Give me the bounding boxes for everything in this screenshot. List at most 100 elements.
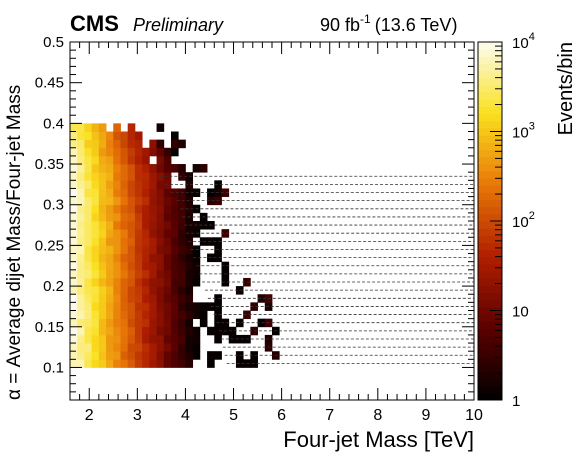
heatmap-cell bbox=[127, 245, 136, 254]
heatmap-cell bbox=[77, 334, 85, 344]
heatmap-cell bbox=[127, 131, 136, 141]
heatmap-cell bbox=[149, 188, 157, 197]
heatmap-cell bbox=[91, 294, 100, 303]
y-tick-label: 0.2 bbox=[43, 278, 64, 295]
heatmap-cell bbox=[77, 253, 85, 263]
heatmap-cell bbox=[192, 334, 201, 344]
heatmap-cell bbox=[127, 261, 136, 271]
heatmap-cell bbox=[77, 131, 85, 141]
heatmap-cell bbox=[185, 180, 194, 189]
heatmap-cell bbox=[149, 261, 157, 271]
heatmap-cell bbox=[156, 139, 165, 149]
y-tick-label: 0.4 bbox=[43, 115, 64, 132]
heatmap-cell bbox=[77, 343, 85, 352]
heatmap-cell bbox=[171, 253, 179, 263]
heatmap-cell bbox=[142, 310, 150, 320]
heatmap-cell bbox=[142, 334, 150, 344]
heatmap-cell bbox=[77, 237, 85, 246]
heatmap-cell bbox=[77, 277, 85, 287]
heatmap-cell bbox=[185, 229, 194, 238]
heatmap-cell bbox=[221, 318, 230, 328]
heatmap-cell bbox=[106, 245, 114, 254]
heatmap-cell bbox=[70, 269, 78, 279]
heatmap-cell bbox=[106, 212, 114, 222]
heatmap-cell bbox=[91, 245, 100, 254]
z-tick-label: 104 bbox=[512, 31, 535, 52]
heatmap-cell bbox=[142, 261, 150, 271]
heatmap-cell bbox=[163, 277, 172, 287]
heatmap-cell bbox=[185, 261, 194, 271]
heatmap-cell bbox=[250, 351, 258, 360]
heatmap-cell bbox=[134, 294, 143, 303]
heatmap-cell bbox=[156, 302, 165, 311]
heatmap-cell bbox=[178, 277, 186, 287]
heatmap-cell bbox=[98, 188, 107, 197]
heatmap-cell bbox=[127, 294, 136, 303]
heatmap-cell bbox=[70, 326, 78, 336]
heatmap-cell bbox=[221, 188, 230, 197]
heatmap-cell bbox=[178, 269, 186, 279]
color-bar-segment bbox=[478, 335, 502, 344]
color-bar-segment bbox=[478, 349, 502, 358]
z-tick-label: 1 bbox=[512, 393, 520, 410]
heatmap-cell bbox=[106, 196, 114, 206]
heatmap-cell bbox=[91, 269, 100, 279]
heatmap-cell bbox=[163, 351, 172, 360]
heatmap-cell bbox=[113, 188, 121, 197]
heatmap-cell bbox=[98, 334, 107, 344]
heatmap-cell bbox=[91, 123, 100, 132]
y-tick-label: 0.1 bbox=[43, 359, 64, 376]
heatmap-cell bbox=[106, 351, 114, 360]
heatmap-cell bbox=[91, 326, 100, 336]
heatmap-cell bbox=[185, 204, 194, 214]
heatmap-cell bbox=[156, 277, 165, 287]
heatmap-cell bbox=[156, 212, 165, 222]
heatmap-cell bbox=[185, 310, 194, 320]
color-bar-segment bbox=[478, 328, 502, 337]
lumi-value: 90 fb bbox=[320, 15, 360, 35]
heatmap-cells bbox=[70, 123, 280, 368]
heatmap-cell bbox=[163, 294, 172, 303]
heatmap-cell bbox=[77, 196, 85, 206]
heatmap-cell bbox=[91, 302, 100, 311]
energy-label: (13.6 TeV) bbox=[375, 15, 458, 35]
heatmap-cell bbox=[207, 326, 215, 336]
color-bar-segment bbox=[478, 199, 502, 208]
x-tick-label: 2 bbox=[85, 407, 94, 424]
heatmap-cell bbox=[113, 229, 121, 238]
heatmap-cell bbox=[156, 237, 165, 246]
heatmap-cell bbox=[106, 286, 114, 295]
heatmap-cell bbox=[134, 155, 143, 165]
heatmap-cell bbox=[185, 302, 194, 311]
heatmap-cell bbox=[149, 139, 157, 149]
heatmap-cell bbox=[142, 326, 150, 336]
heatmap-cell bbox=[163, 172, 172, 181]
y-tick-label: 0.5 bbox=[43, 34, 64, 51]
heatmap-cell bbox=[178, 359, 186, 368]
heatmap-cell bbox=[91, 286, 100, 295]
heatmap-cell bbox=[106, 359, 114, 368]
heatmap-cell bbox=[221, 277, 230, 287]
color-bar-segment bbox=[478, 142, 502, 150]
heatmap-cell bbox=[178, 245, 186, 254]
x-tick-label: 8 bbox=[373, 407, 382, 424]
color-bar-segment bbox=[478, 92, 502, 100]
color-bar-segment bbox=[478, 149, 502, 158]
heatmap-cell bbox=[98, 131, 107, 141]
z-tick-label: 103 bbox=[512, 121, 535, 142]
heatmap-cell bbox=[149, 277, 157, 287]
heatmap-cell bbox=[91, 212, 100, 222]
heatmap-cell bbox=[91, 334, 100, 344]
heatmap-cell bbox=[91, 188, 100, 197]
heatmap-cell bbox=[98, 212, 107, 222]
heatmap-cell bbox=[106, 188, 114, 197]
heatmap-cell bbox=[171, 147, 179, 157]
heatmap-cell bbox=[113, 351, 121, 360]
heatmap-cell bbox=[149, 245, 157, 254]
heatmap-cell bbox=[171, 286, 179, 295]
heatmap-cell bbox=[106, 302, 114, 311]
heatmap-cell bbox=[113, 318, 121, 328]
heatmap-cell bbox=[156, 155, 165, 165]
y-tick-label: 0.35 bbox=[35, 156, 64, 173]
heatmap-cell bbox=[106, 229, 114, 238]
